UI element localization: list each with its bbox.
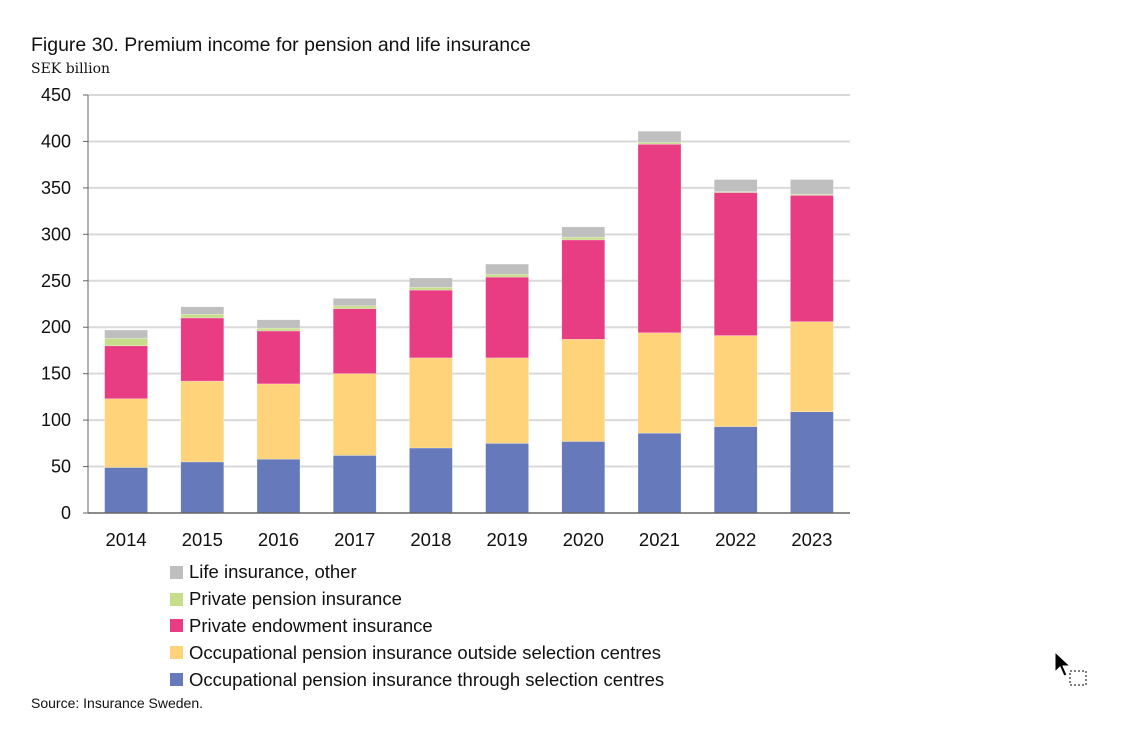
bar-segment bbox=[637, 142, 682, 145]
y-tick-label: 150 bbox=[41, 364, 71, 384]
bar-segment bbox=[409, 277, 453, 288]
bar-segment bbox=[256, 327, 301, 332]
bar-segment bbox=[713, 335, 758, 427]
bar-segment bbox=[713, 179, 758, 192]
legend-label: Occupational pension insurance outside s… bbox=[189, 641, 662, 663]
bar-segment bbox=[637, 143, 682, 334]
y-tick-label: 200 bbox=[41, 317, 71, 337]
legend-swatch bbox=[170, 565, 183, 579]
bar-segment bbox=[713, 426, 758, 514]
y-axis-unit: SEK billion bbox=[31, 61, 111, 77]
bar-segment bbox=[332, 308, 377, 374]
legend-swatch bbox=[170, 673, 183, 687]
x-tick-label: 2020 bbox=[563, 529, 604, 550]
bar-segment bbox=[790, 411, 834, 514]
legend-label: Life insurance, other bbox=[189, 561, 357, 583]
legend-item: Occupational pension insurance through s… bbox=[170, 666, 664, 693]
bar-segment bbox=[637, 332, 682, 434]
stacked-bar-chart: 0 50 100 150 200 250 300 350 400 450 2014 2015 2016 2… bbox=[41, 85, 850, 550]
bar-segment bbox=[790, 179, 834, 195]
bar-segment bbox=[409, 447, 453, 514]
x-tick-label: 2017 bbox=[334, 529, 375, 550]
bar-segment bbox=[713, 192, 758, 336]
bar-segment bbox=[409, 287, 453, 291]
bar-segment bbox=[104, 398, 148, 468]
bar-segment bbox=[485, 263, 529, 275]
legend-item: Private endowment insurance bbox=[170, 613, 664, 640]
bar-segment bbox=[485, 357, 529, 444]
mouse-cursor-icon bbox=[1054, 650, 1087, 686]
bar-segment bbox=[104, 467, 148, 514]
x-tick-label: 2021 bbox=[639, 529, 680, 550]
x-tick-label: 2014 bbox=[106, 529, 147, 550]
y-tick-label: 50 bbox=[51, 457, 71, 477]
legend-item: Life insurance, other bbox=[170, 559, 664, 586]
x-tick-label: 2018 bbox=[410, 529, 451, 550]
bar-segment bbox=[180, 313, 225, 319]
bar-segment bbox=[485, 443, 529, 514]
bar-segment bbox=[104, 329, 148, 339]
bar-segment bbox=[104, 338, 148, 347]
bar-segment bbox=[180, 306, 225, 315]
bar-segment bbox=[180, 317, 225, 382]
bar-segment bbox=[485, 276, 529, 359]
bar-segment bbox=[104, 345, 148, 399]
bar-segment bbox=[561, 239, 606, 340]
bar-segment bbox=[256, 319, 301, 329]
bar-segment bbox=[180, 380, 225, 463]
y-tick-label: 250 bbox=[41, 271, 71, 291]
x-tick-label: 2016 bbox=[258, 529, 299, 550]
bar-segment bbox=[790, 195, 834, 322]
bar-segment bbox=[561, 236, 606, 241]
source-note: Source: Insurance Sweden. bbox=[31, 695, 203, 711]
legend-item: Occupational pension insurance outside s… bbox=[170, 639, 664, 666]
bar-segment bbox=[332, 455, 377, 514]
bar-segment bbox=[409, 357, 453, 449]
bar-segment bbox=[256, 383, 301, 460]
legend-swatch bbox=[170, 619, 183, 633]
bar-segment bbox=[561, 226, 606, 238]
bar-segment bbox=[332, 305, 377, 309]
bar-segment bbox=[637, 130, 682, 143]
bar-segment bbox=[485, 274, 529, 278]
y-tick-label: 0 bbox=[61, 503, 71, 523]
y-tick-label: 450 bbox=[41, 85, 71, 105]
legend-label: Private pension insurance bbox=[189, 588, 402, 610]
legend-label: Private endowment insurance bbox=[189, 614, 433, 636]
y-tick-label: 100 bbox=[41, 410, 71, 430]
bar-segment bbox=[637, 432, 682, 514]
y-tick-label: 400 bbox=[41, 131, 71, 151]
legend-swatch bbox=[170, 592, 183, 606]
bar-segment bbox=[332, 373, 377, 456]
bar-segment bbox=[790, 321, 834, 413]
y-tick-label: 300 bbox=[41, 224, 71, 244]
x-tick-label: 2015 bbox=[182, 529, 223, 550]
legend-item: Private pension insurance bbox=[170, 586, 664, 613]
bar-segment bbox=[409, 289, 453, 359]
bar-segment bbox=[561, 339, 606, 442]
x-tick-label: 2023 bbox=[791, 529, 832, 550]
legend: Life insurance, other Private pension ins… bbox=[170, 559, 664, 693]
x-tick-label: 2019 bbox=[487, 529, 528, 550]
bar-segment bbox=[256, 330, 301, 385]
legend-swatch bbox=[170, 646, 183, 660]
bar-segment bbox=[561, 441, 606, 514]
legend-label: Occupational pension insurance through s… bbox=[189, 668, 665, 690]
bar-segment bbox=[256, 458, 301, 514]
x-tick-label: 2022 bbox=[715, 529, 756, 550]
bar-segment bbox=[180, 461, 225, 514]
y-tick-label: 350 bbox=[41, 178, 71, 198]
bar-segment bbox=[332, 298, 377, 307]
chart-title: Figure 30. Premium income for pension an… bbox=[31, 34, 531, 56]
